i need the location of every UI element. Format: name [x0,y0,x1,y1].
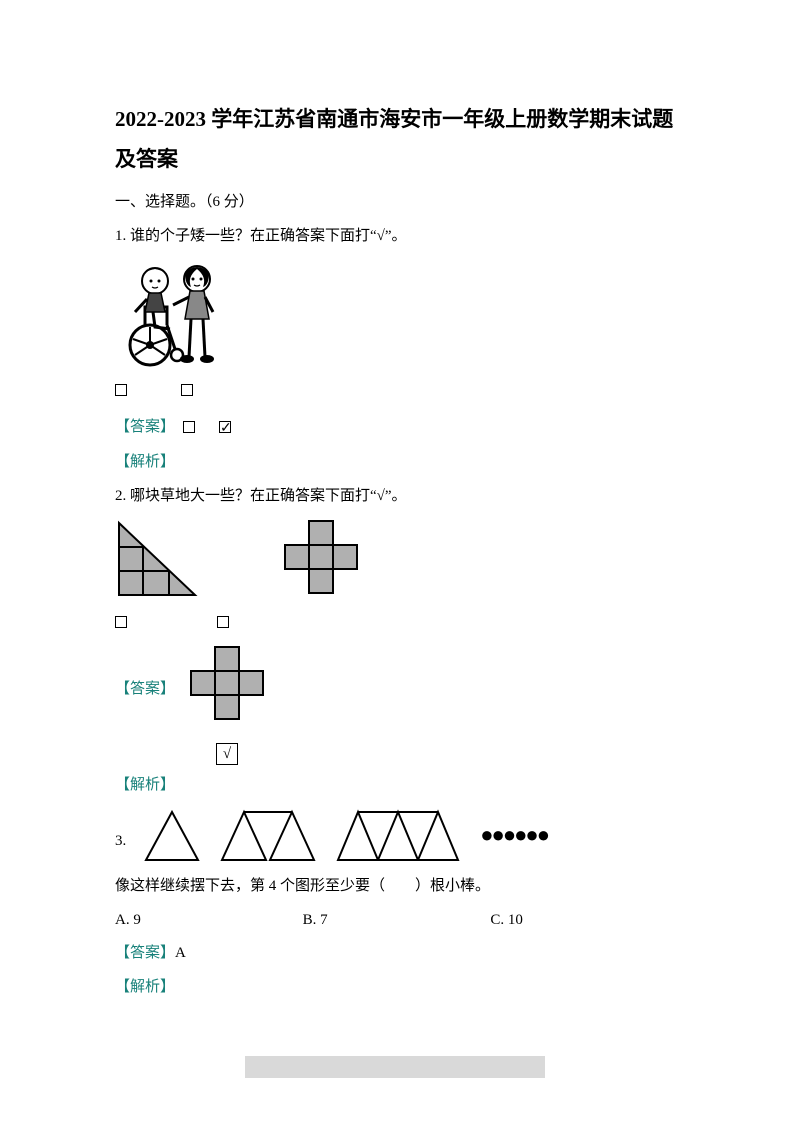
q1-ans-box-left [183,421,195,433]
answer-label: 【答案】 [115,413,175,442]
jiexi-label: 【解析】 [115,777,175,793]
section-heading: 一、选择题。（6 分） [115,188,678,217]
answer-label: 【答案】 [115,645,175,704]
q1-ans-box-right-checked [219,421,231,433]
q2-box-right [217,616,229,628]
q2-answer-cross [187,645,267,725]
q2-answer-block: 【答案】 √ [115,645,678,765]
q1-box-left [115,384,127,396]
q3-tri-3 [334,808,464,864]
q3-tri-2 [218,808,318,864]
q3-number: 3. [115,827,126,864]
q1-illustration [115,257,678,367]
q2-triangle-shape [115,519,201,599]
q1-answer-row: 【答案】 [115,413,678,442]
page-title: 2022-2023 学年江苏省南通市海安市一年级上册数学期末试题及答案 [115,100,678,180]
q3-tri-1 [142,808,202,864]
q3-ellipsis: ●●●●●● [480,824,548,864]
q3-choice-c: C. 10 [490,906,678,935]
q2-cross-shape [281,519,361,599]
answer-label: 【答案】 [115,945,175,961]
q3-choices: A. 9 B. 7 C. 10 [115,906,678,935]
q3-figures: 3. ●●●●●● [115,808,678,864]
jiexi-label: 【解析】 [115,979,175,995]
q3-answer-value: A [175,945,186,961]
q1-box-right [181,384,193,396]
jiexi-label: 【解析】 [115,454,175,470]
question-1-text: 1. 谁的个子矮一些？在正确答案下面打“√”。 [115,222,678,251]
q2-check-box: √ [216,743,238,765]
q1-jiexi: 【解析】 [115,448,678,477]
q2-choice-boxes [115,607,678,637]
footer-bar [245,1056,545,1078]
q2-jiexi: 【解析】 [115,771,678,800]
q3-choice-b: B. 7 [303,906,491,935]
q3-jiexi: 【解析】 [115,973,678,1002]
q2-box-left [115,616,127,628]
q3-choice-a: A. 9 [115,906,303,935]
q2-shapes [115,519,678,599]
q1-choice-boxes [115,375,678,405]
question-2-text: 2. 哪块草地大一些？在正确答案下面打“√”。 [115,482,678,511]
q3-answer: 【答案】A [115,939,678,968]
question-3-text: 像这样继续摆下去，第 4 个图形至少要（ ）根小棒。 [115,872,678,901]
